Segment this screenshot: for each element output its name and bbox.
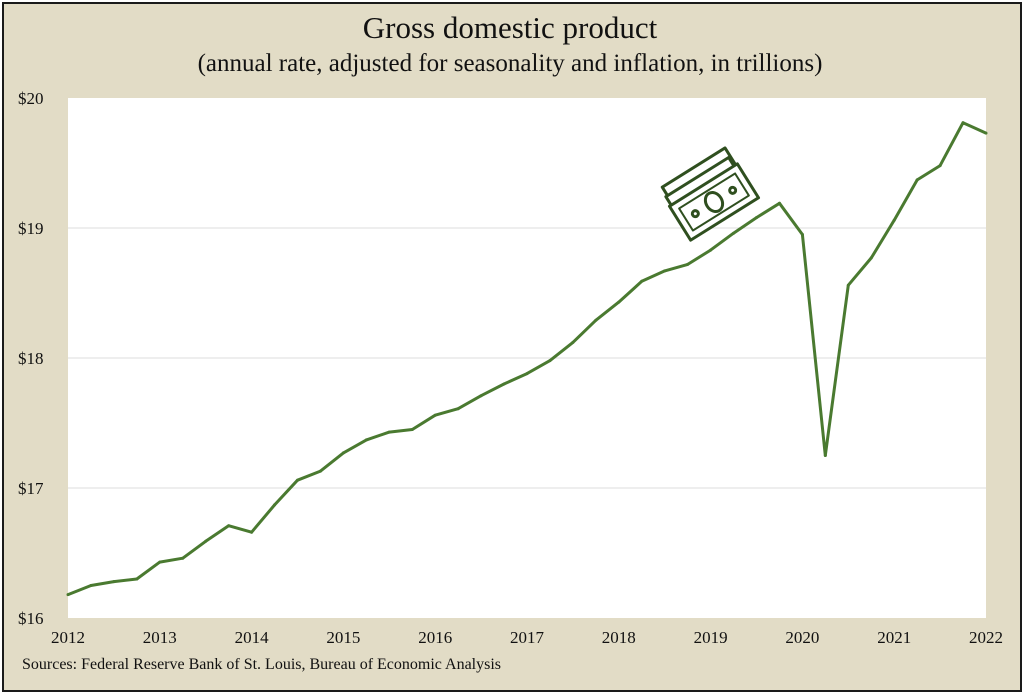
data-point [296, 478, 299, 482]
x-tick-label: 2012 [51, 628, 85, 647]
data-point [594, 318, 598, 322]
data-point [364, 438, 368, 442]
data-point [571, 340, 575, 344]
data-point [686, 262, 690, 266]
x-tick-label: 2014 [235, 628, 270, 647]
data-point [181, 556, 185, 560]
data-point [89, 584, 93, 587]
data-point [158, 560, 162, 564]
data-point [66, 593, 70, 597]
x-tick-label: 2013 [143, 628, 177, 647]
data-point [387, 430, 391, 434]
x-tick-label: 2019 [694, 628, 728, 647]
data-point [777, 201, 781, 205]
x-tick-label: 2020 [785, 628, 819, 647]
data-point [800, 233, 804, 236]
data-point [502, 382, 506, 386]
y-tick-label: $19 [18, 219, 44, 238]
data-point [869, 256, 873, 260]
x-tick-label: 2015 [326, 628, 360, 647]
data-point [548, 359, 552, 363]
source-note: Sources: Federal Reserve Bank of St. Lou… [22, 656, 502, 673]
data-point [961, 121, 965, 125]
data-point [938, 164, 942, 168]
data-point [433, 413, 437, 417]
x-tick-label: 2017 [510, 628, 545, 647]
y-tick-label: $17 [18, 479, 44, 498]
data-point [112, 580, 116, 584]
data-point [732, 231, 736, 235]
data-point [755, 216, 758, 220]
data-point [709, 248, 713, 252]
y-tick-label: $20 [18, 89, 44, 108]
data-point [318, 469, 322, 473]
data-point [456, 407, 460, 411]
x-tick-label: 2018 [602, 628, 636, 647]
data-point [410, 428, 414, 431]
data-point [915, 178, 919, 182]
x-tick-label: 2016 [418, 628, 452, 647]
data-point [273, 503, 277, 507]
data-point [846, 283, 850, 287]
data-point [640, 279, 644, 283]
data-point [617, 300, 621, 304]
data-point [892, 218, 896, 222]
chart-title: Gross domestic product [362, 10, 658, 45]
data-point [204, 539, 208, 543]
data-point [525, 372, 529, 376]
data-point [135, 577, 139, 581]
data-point [479, 394, 483, 398]
data-point [227, 524, 231, 528]
y-tick-label: $18 [18, 349, 44, 368]
data-point [984, 131, 988, 135]
x-tick-label: 2021 [877, 628, 911, 647]
dollar-bills-icon [660, 146, 761, 242]
y-tick-label: $16 [18, 609, 44, 628]
data-point [250, 530, 254, 534]
data-point [341, 451, 345, 455]
x-tick-label: 2022 [969, 628, 1003, 647]
data-point [663, 269, 667, 273]
data-point [823, 454, 827, 457]
chart-subtitle: (annual rate, adjusted for seasonality a… [197, 50, 823, 77]
